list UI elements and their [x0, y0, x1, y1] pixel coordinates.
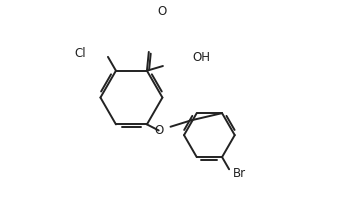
Text: Br: Br	[233, 167, 246, 180]
Text: OH: OH	[192, 51, 211, 64]
Text: O: O	[154, 124, 163, 137]
Text: O: O	[158, 5, 167, 18]
Text: Cl: Cl	[75, 47, 86, 60]
